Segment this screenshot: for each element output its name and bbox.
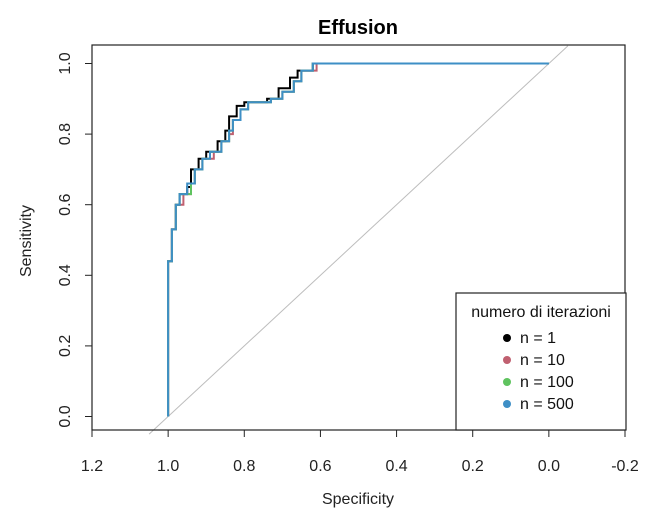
legend-label-2: n = 10 <box>520 352 565 369</box>
x-tick-label: 0.6 <box>309 458 331 475</box>
chart-title: Effusion <box>318 17 398 39</box>
legend-marker-3 <box>503 378 511 386</box>
legend-marker-2 <box>503 356 511 364</box>
reference-diagonal-line <box>148 45 569 435</box>
y-tick-label: 0.8 <box>57 123 74 145</box>
plot-region <box>148 45 569 435</box>
x-tick-label: 0.4 <box>385 458 407 475</box>
legend: numero di iterazioni n = 1n = 10n = 100n… <box>455 292 627 431</box>
x-tick-label: 1.0 <box>157 458 179 475</box>
legend-marker-1 <box>503 334 511 342</box>
legend-label-4: n = 500 <box>520 396 574 413</box>
x-axis-title: Specificity <box>322 491 394 508</box>
y-tick-label: 0.6 <box>57 193 74 215</box>
y-axis-title: Sensitivity <box>18 205 35 277</box>
y-axis: 0.0 0.2 0.4 0.6 0.8 1.0 <box>57 52 92 428</box>
x-tick-label: 1.2 <box>81 458 103 475</box>
y-tick-label: 0.2 <box>57 335 74 357</box>
x-tick-label: 0.2 <box>462 458 484 475</box>
legend-entries: n = 1 n = 10 n = 100 n = 500 <box>503 330 574 413</box>
series-layer <box>167 62 549 417</box>
x-tick-label: 0.0 <box>538 458 560 475</box>
y-tick-label: 1.0 <box>57 52 74 74</box>
x-axis: 1.2 1.0 0.8 0.6 0.4 0.2 0.0 -0.2 <box>81 430 639 475</box>
legend-marker-4 <box>503 400 511 408</box>
x-tick-label: 0.8 <box>233 458 255 475</box>
legend-title: numero di iterazioni <box>471 304 611 321</box>
legend-box <box>455 292 627 431</box>
y-tick-label: 0.0 <box>57 405 74 427</box>
legend-label-3: n = 100 <box>520 374 574 391</box>
y-tick-label: 0.4 <box>57 264 74 286</box>
series-line-4 <box>167 62 549 417</box>
plot-frame <box>91 44 626 431</box>
x-tick-label: -0.2 <box>611 458 639 475</box>
legend-label-1: n = 1 <box>520 330 556 347</box>
